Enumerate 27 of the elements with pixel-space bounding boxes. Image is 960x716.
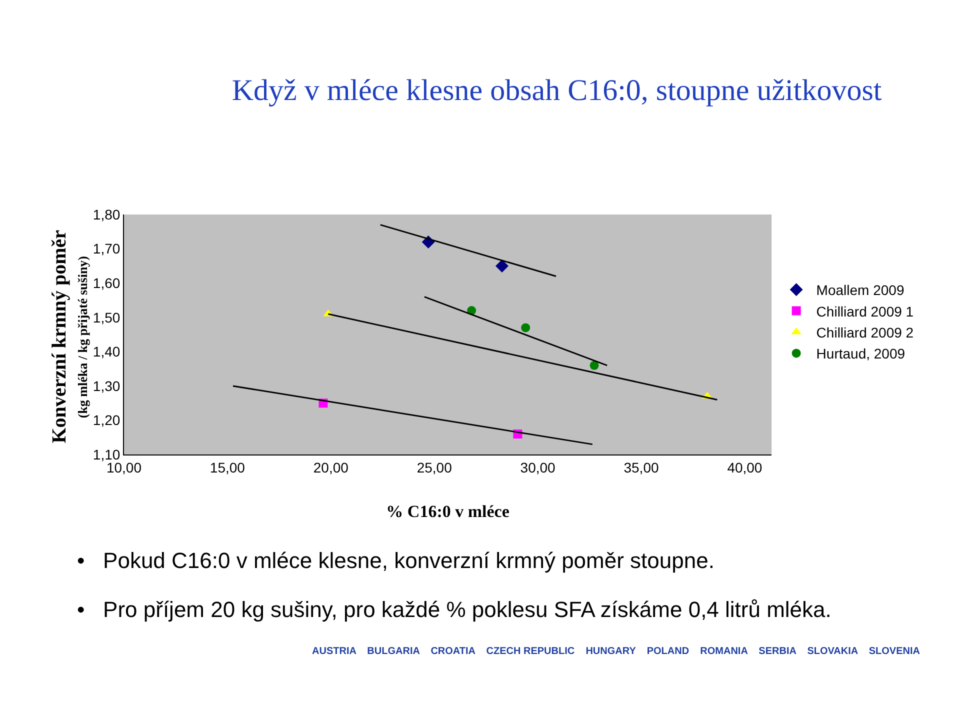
x-tick-label: 20,00 xyxy=(313,459,349,476)
x-tick-label: 30,00 xyxy=(520,459,556,476)
text: • Pro příjem 20 kg sušiny, pro každé % poklesu SFA získáme 0,4 litrů mléka. xyxy=(77,597,832,622)
y-tick-label: 1,60 xyxy=(92,275,120,291)
x-tick-label: 25,00 xyxy=(416,459,452,476)
point xyxy=(495,259,508,272)
y-tick-label: 1,80 xyxy=(92,206,120,222)
y-tick-label: 1,20 xyxy=(92,412,120,428)
x-axis-title: % C16:0 v mléce xyxy=(386,502,510,521)
y-tick-label: 1,70 xyxy=(92,240,120,257)
y-tick-label: 1,40 xyxy=(92,344,120,360)
legend-label: Moallem 2009 xyxy=(816,282,904,298)
x-tick-label: 40,00 xyxy=(727,459,762,476)
y-axis-title: Konverzní krmný poměr xyxy=(48,230,70,444)
y-tick-label: 1,30 xyxy=(92,378,120,394)
point xyxy=(590,360,599,370)
text: (kg mléka / kg přijaté sušiny) xyxy=(75,256,90,418)
point xyxy=(521,323,530,332)
legend-label: Chilliard 2009 2 xyxy=(816,324,914,340)
legend-label: Chilliard 2009 1 xyxy=(816,303,914,320)
legend-label: Hurtaud, 2009 xyxy=(816,346,906,362)
x-tick-label: 15,00 xyxy=(210,459,246,476)
x-tick-label: 35,00 xyxy=(624,459,659,476)
text: • Pokud C16:0 v mléce klesne, konverzní krmný poměr stoupne. xyxy=(77,548,714,573)
y-tick-label: 1,50 xyxy=(92,309,120,326)
chart-title: Když v mléce klesne obsah C16:0, stoupne užitkovost xyxy=(232,74,882,107)
text: AUSTRIA BULGARIA CROATIA CZECH REPUBLIC HUNGARY POLAND ROMANIA SERBIA SLOVAKIA SLOVENIA xyxy=(312,646,920,657)
